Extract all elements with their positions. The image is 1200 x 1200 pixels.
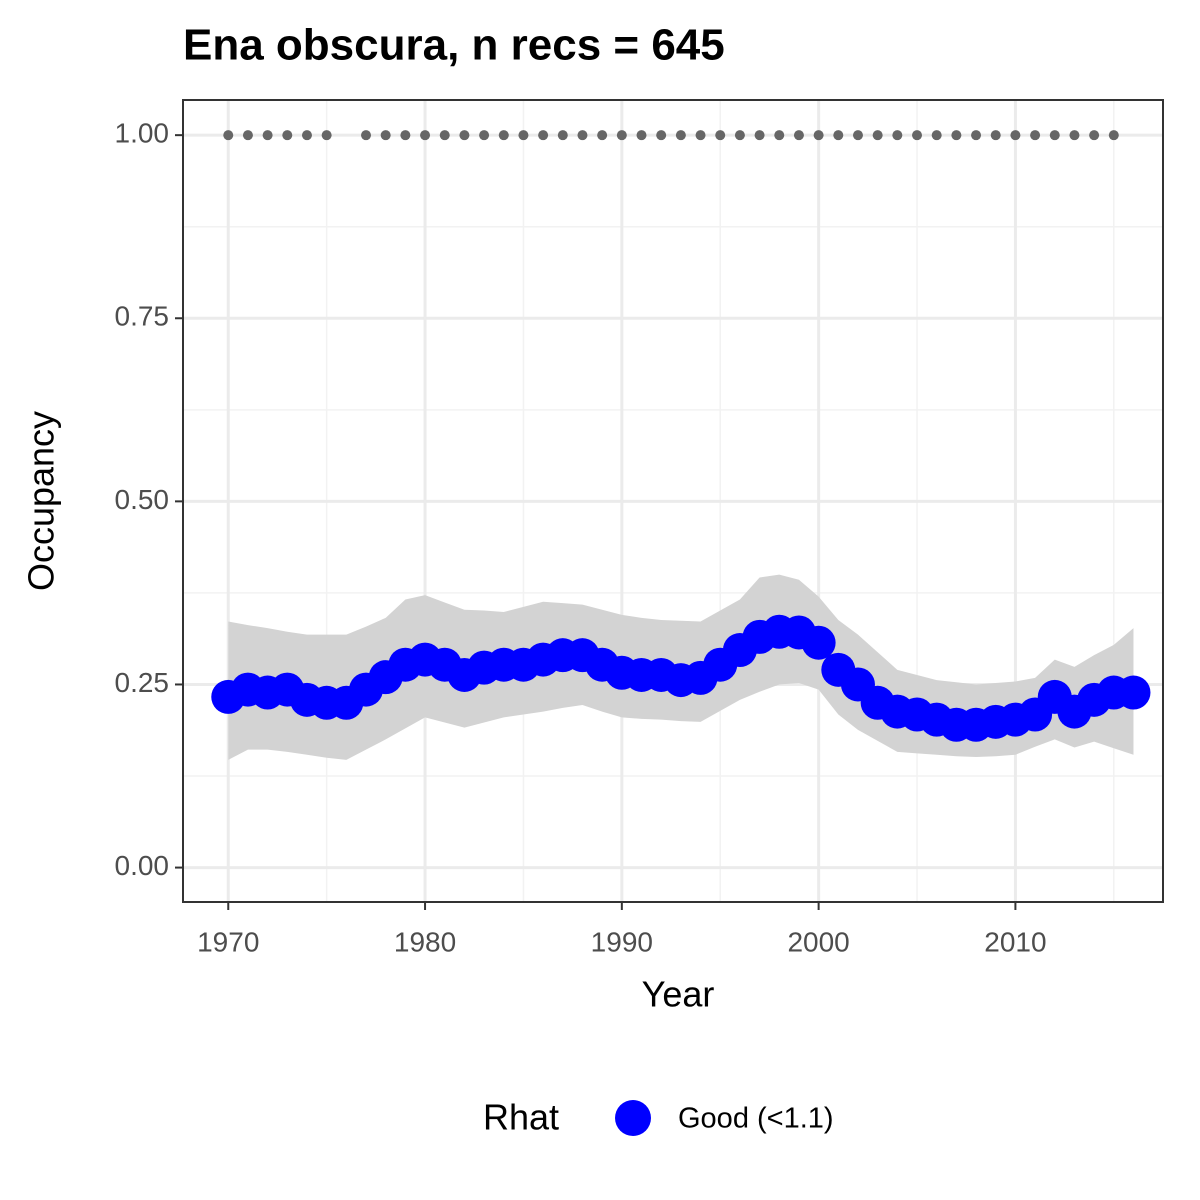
x-tick-label: 1990: [591, 926, 653, 957]
chart-title: Ena obscura, n recs = 645: [183, 21, 725, 70]
record-point: [892, 130, 903, 141]
record-point: [695, 130, 706, 141]
record-point: [616, 130, 627, 141]
record-point: [459, 130, 470, 141]
record-point: [951, 130, 962, 141]
record-point: [282, 130, 293, 141]
record-point: [439, 130, 450, 141]
record-point: [301, 130, 312, 141]
y-tick-label: 0.25: [115, 667, 170, 698]
record-point: [793, 130, 804, 141]
legend-title: Rhat: [483, 1097, 559, 1138]
record-point: [754, 130, 765, 141]
record-point: [734, 130, 745, 141]
record-point: [1010, 130, 1021, 141]
record-point: [774, 130, 785, 141]
record-point: [1108, 130, 1119, 141]
x-tick-label: 2010: [984, 926, 1046, 957]
y-tick-label: 0.75: [115, 301, 170, 332]
y-tick-label: 0.50: [115, 484, 170, 515]
point: [801, 625, 836, 660]
x-tick-label: 1980: [394, 926, 456, 957]
record-point: [852, 130, 863, 141]
record-point: [479, 130, 490, 141]
record-point: [833, 130, 844, 141]
record-point: [597, 130, 608, 141]
y-axis-title: Occupancy: [21, 411, 62, 591]
record-point: [538, 130, 549, 141]
record-point: [912, 130, 923, 141]
record-point: [361, 130, 372, 141]
record-point: [931, 130, 942, 141]
record-point: [1030, 130, 1041, 141]
record-point: [1069, 130, 1080, 141]
x-axis-title: Year: [642, 974, 715, 1015]
legend-marker: [615, 1100, 651, 1136]
record-point: [1049, 130, 1060, 141]
record-point: [636, 130, 647, 141]
panel-border: [182, 99, 1164, 903]
record-point: [577, 130, 588, 141]
x-tick-label: 2000: [787, 926, 849, 957]
record-point: [321, 130, 332, 141]
record-point: [262, 130, 273, 141]
record-point: [518, 130, 529, 141]
point: [1116, 675, 1151, 710]
record-point: [990, 130, 1001, 141]
record-point: [813, 130, 824, 141]
record-point: [223, 130, 234, 141]
record-point: [420, 130, 431, 141]
legend-label: Good (<1.1): [678, 1103, 834, 1135]
record-point: [971, 130, 982, 141]
record-point: [656, 130, 667, 141]
record-point: [400, 130, 411, 141]
record-point: [1089, 130, 1100, 141]
record-point: [498, 130, 509, 141]
y-tick-label: 0.00: [115, 850, 170, 881]
record-point: [242, 130, 253, 141]
record-point: [715, 130, 726, 141]
y-tick-label: 1.00: [115, 118, 170, 149]
x-tick-label: 1970: [197, 926, 259, 957]
record-point: [557, 130, 568, 141]
record-point: [872, 130, 883, 141]
record-point: [380, 130, 391, 141]
record-point: [675, 130, 686, 141]
